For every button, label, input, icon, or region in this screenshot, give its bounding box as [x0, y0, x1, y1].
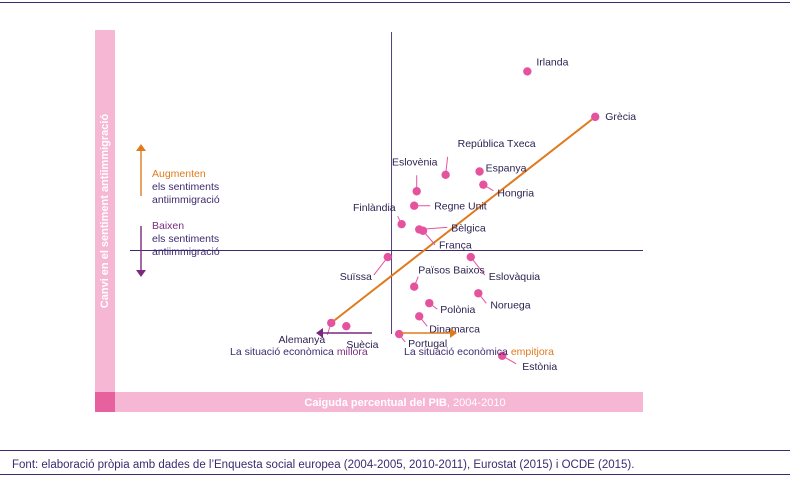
point-franca: [418, 226, 428, 235]
point-label-eslovenia: Eslovènia: [392, 156, 438, 168]
point-label-irlanda: Irlanda: [536, 56, 568, 68]
point-label-estonia: Estònia: [522, 361, 557, 373]
x-axis-label-bold: Caiguda percentual del PIB: [304, 397, 446, 409]
point-hongria: [479, 180, 488, 189]
point-espanya: [475, 167, 484, 176]
point-finlandia: [397, 219, 406, 229]
point-grecia: [591, 112, 600, 122]
top-rule: [0, 2, 790, 3]
arrow-right-icon: [450, 328, 457, 338]
improve-highlight: millora: [337, 346, 368, 358]
source-note: Font: elaboració pròpia amb dades de l’E…: [12, 459, 635, 471]
point-label-polonia: Polònia: [440, 304, 475, 316]
axis-band-corner: [95, 392, 115, 412]
point-label-suissa: Suïssa: [340, 271, 372, 283]
bottom-rule-top: [0, 450, 790, 451]
worsen-text: La situació econòmica empitjora: [404, 346, 554, 358]
arrow-up-icon: [136, 144, 146, 151]
improve-annotation: La situació econòmica millora: [230, 328, 372, 358]
point-label-finlandia: Finlàndia: [353, 202, 396, 214]
y-axis-label: Canvi en el sentiment antiimmigració: [99, 114, 111, 309]
increase-title: Augmenten: [152, 168, 206, 180]
y-axis-label-band: [95, 30, 115, 412]
point-label-eslovaquia: Eslovàquia: [489, 271, 541, 283]
data-points: Irlanda Grècia República Txeca Eslovènia Esp…: [279, 56, 637, 372]
axes: [130, 32, 643, 334]
decrease-line1: els sentiments: [152, 233, 219, 245]
point-label-portugal: Portugal: [408, 338, 447, 350]
point-regne-unit: [410, 201, 419, 210]
arrow-left-icon: [316, 328, 323, 338]
point-label-espanya: Espanya: [486, 163, 527, 175]
point-label-regne-unit: Regne Unit: [434, 201, 487, 213]
point-paisos-baixos: [410, 282, 419, 291]
point-label-belgica: Bèlgica: [451, 222, 486, 234]
point-label-alemanya: Alemanya: [279, 334, 326, 346]
point-estonia: [498, 351, 507, 360]
point-label-hongria: Hongria: [497, 188, 534, 200]
arrow-down-icon: [136, 270, 146, 277]
improve-text: La situació econòmica millora: [230, 346, 368, 358]
point-dinamarca: [415, 312, 424, 321]
increase-line2: antiimmigració: [152, 194, 220, 206]
improve-text-main: La situació econòmica: [230, 346, 337, 358]
x-axis-label-band: [95, 392, 643, 412]
increase-annotation: Augmenten els sentiments antiimmigració: [136, 144, 220, 206]
point-suecia: [342, 321, 351, 331]
point-label-franca: França: [439, 240, 472, 252]
trend-line: [330, 116, 596, 324]
x-axis-label-rest: , 2004-2010: [447, 397, 506, 409]
point-noruega: [474, 289, 483, 298]
point-irlanda: [523, 67, 532, 76]
point-eslovenia: [412, 187, 421, 196]
point-label-paisos-baixos: Països Baixos: [418, 265, 485, 277]
point-eslovaquia: [466, 252, 475, 262]
point-label-grecia: Grècia: [605, 111, 636, 123]
decrease-line2: antiimmigració: [152, 246, 220, 258]
bottom-rule: [0, 474, 790, 475]
scatter-chart: Canvi en el sentiment antiimmigració Cai…: [95, 30, 643, 412]
point-polonia: [425, 298, 434, 308]
decrease-annotation: Baixen els sentiments antiimmigració: [136, 220, 220, 277]
point-republica-txeca: [441, 170, 450, 179]
worsen-highlight: empitjora: [511, 346, 554, 358]
trendline: [330, 116, 596, 324]
point-portugal: [394, 329, 404, 339]
increase-line1: els sentiments: [152, 181, 219, 193]
decrease-title: Baixen: [152, 220, 184, 232]
point-suissa: [383, 252, 392, 262]
point-label-suecia: Suècia: [346, 339, 378, 351]
point-label-republica-txeca: República Txeca: [458, 138, 536, 150]
point-label-noruega: Noruega: [490, 299, 530, 311]
worsen-text-main: La situació econòmica: [404, 346, 511, 358]
worsen-annotation: La situació econòmica empitjora: [401, 328, 554, 358]
x-axis-label: Caiguda percentual del PIB, 2004-2010: [304, 397, 505, 409]
point-alemanya: [327, 318, 336, 328]
